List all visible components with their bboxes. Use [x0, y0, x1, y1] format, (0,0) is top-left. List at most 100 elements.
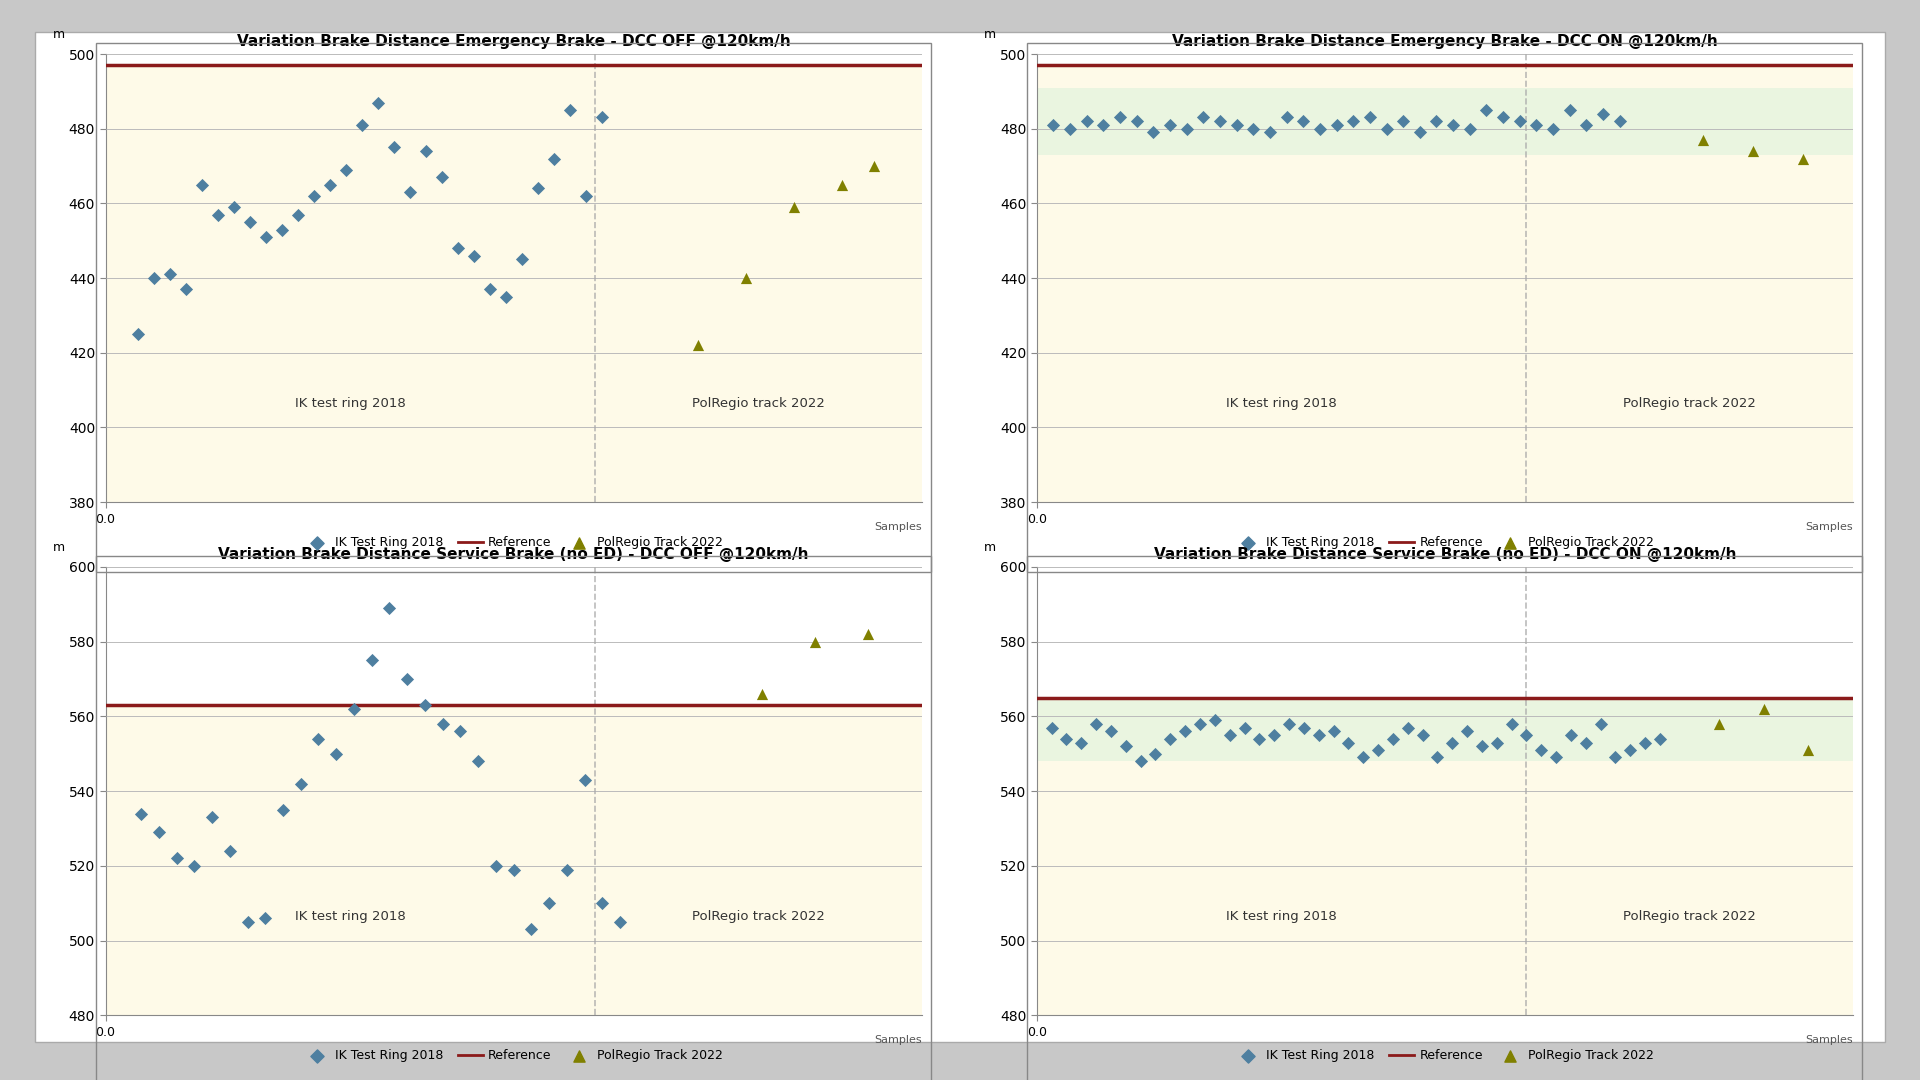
Text: PolRegio track 2022: PolRegio track 2022 [1622, 910, 1757, 923]
Point [778, 199, 808, 216]
Point [534, 894, 564, 912]
Point [551, 861, 582, 878]
Point [1156, 730, 1187, 747]
Bar [1037, 698, 1853, 761]
Point [1540, 748, 1571, 766]
Point [1110, 738, 1140, 755]
Point [1521, 117, 1551, 134]
Point [1555, 102, 1586, 119]
Text: Samples: Samples [874, 523, 922, 532]
Point [1586, 715, 1617, 732]
Text: m: m [52, 28, 65, 41]
Point [409, 697, 440, 714]
Point [1703, 715, 1734, 732]
Point [1096, 723, 1127, 740]
Point [428, 715, 459, 732]
Point [1304, 120, 1334, 137]
Legend: IK Test Ring 2018, Reference, PolRegio Track 2022: IK Test Ring 2018, Reference, PolRegio T… [1231, 1044, 1659, 1067]
Point [1404, 124, 1434, 141]
Point [1254, 124, 1284, 141]
Point [1482, 734, 1513, 752]
Point [125, 805, 156, 822]
Point [330, 161, 361, 178]
Point [1054, 120, 1085, 137]
Bar [106, 705, 922, 1015]
Point [463, 753, 493, 770]
Point [196, 809, 227, 826]
Point [1371, 120, 1402, 137]
Point [1140, 745, 1171, 762]
Bar [1037, 65, 1853, 502]
Point [1505, 112, 1536, 130]
Point [250, 228, 280, 245]
Point [232, 914, 263, 931]
Point [1488, 109, 1519, 126]
Point [852, 625, 883, 643]
Point [1037, 719, 1068, 737]
Point [426, 168, 457, 186]
Point [858, 158, 889, 175]
Point [303, 730, 334, 747]
Point [1496, 715, 1526, 732]
Point [588, 894, 618, 912]
Legend: IK Test Ring 2018, Reference, PolRegio Track 2022: IK Test Ring 2018, Reference, PolRegio T… [300, 1044, 728, 1067]
Text: PolRegio track 2022: PolRegio track 2022 [1622, 397, 1757, 410]
Point [1407, 727, 1438, 744]
Point [1526, 741, 1557, 758]
Point [374, 599, 405, 617]
Point [267, 801, 298, 819]
Point [411, 143, 442, 160]
Text: Samples: Samples [1805, 523, 1853, 532]
Point [1319, 723, 1350, 740]
Point [1588, 105, 1619, 122]
Point [1793, 741, 1824, 758]
Point [378, 138, 409, 156]
Text: PolRegio track 2022: PolRegio track 2022 [691, 910, 826, 923]
Point [338, 700, 369, 717]
Point [1348, 748, 1379, 766]
Point [267, 221, 298, 239]
Title: Variation Brake Distance Emergency Brake - DCC OFF @120km/h: Variation Brake Distance Emergency Brake… [236, 33, 791, 49]
Point [282, 206, 313, 224]
Text: m: m [983, 28, 996, 41]
Point [1039, 117, 1069, 134]
Point [1139, 124, 1169, 141]
Point [682, 337, 712, 354]
Point [250, 909, 280, 927]
Point [1050, 730, 1081, 747]
Point [1089, 117, 1119, 134]
Point [234, 214, 265, 231]
Point [570, 187, 601, 204]
Point [215, 842, 246, 860]
Title: Variation Brake Distance Emergency Brake - DCC ON @120km/h: Variation Brake Distance Emergency Brake… [1171, 33, 1718, 49]
Point [1221, 117, 1252, 134]
Text: IK test ring 2018: IK test ring 2018 [1227, 910, 1336, 923]
Text: Samples: Samples [1805, 1036, 1853, 1045]
Text: PolRegio track 2022: PolRegio track 2022 [691, 397, 826, 410]
Point [480, 858, 511, 875]
Point [1436, 734, 1467, 752]
Point [179, 858, 209, 875]
Legend: IK Test Ring 2018, Reference, PolRegio Track 2022: IK Test Ring 2018, Reference, PolRegio T… [1231, 531, 1659, 554]
Point [605, 914, 636, 931]
Point [459, 247, 490, 265]
Point [1154, 117, 1185, 134]
Point [1213, 727, 1244, 744]
Point [1121, 112, 1152, 130]
Point [730, 269, 760, 286]
Point [1555, 727, 1586, 744]
Point [1571, 117, 1601, 134]
Point [1332, 734, 1363, 752]
Point [474, 281, 505, 298]
Point [154, 266, 184, 283]
Point [315, 176, 346, 193]
Bar [106, 65, 922, 502]
Point [171, 281, 202, 298]
Point [490, 288, 520, 306]
Point [1321, 117, 1352, 134]
Point [1571, 734, 1601, 752]
Point [1188, 109, 1219, 126]
Point [202, 206, 232, 224]
Point [1081, 715, 1112, 732]
Point [1749, 700, 1780, 717]
